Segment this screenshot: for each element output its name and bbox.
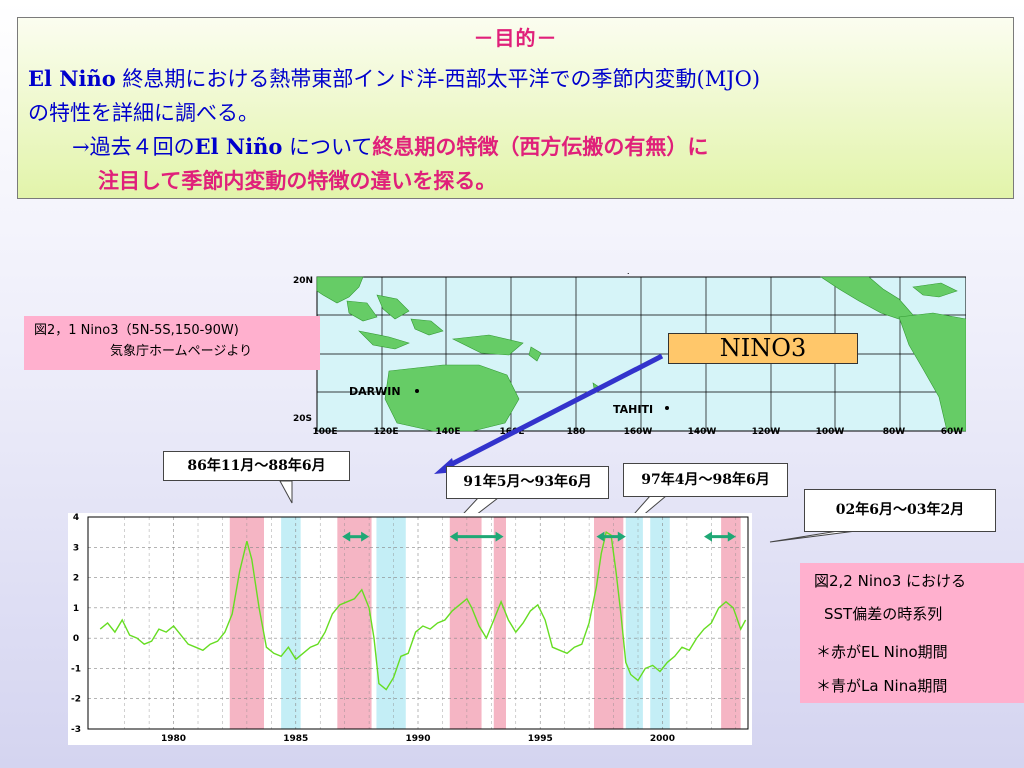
nino3-sst-anomaly-chart: -3 -2 -1 0 1 2 3 4 1980 1985 1990 1995 2000 (68, 513, 752, 745)
x-tick-label: 1990 (405, 734, 430, 744)
objective-line-3-mid: について (282, 135, 373, 159)
objective-line-2: の特性を詳細に調べる。 (28, 101, 259, 125)
map-lon-label: 120E (374, 427, 399, 436)
map-lon-labels: 100E 120E 140E 160E 180 160W 140W 120W 1… (313, 427, 964, 436)
el-nino-period-band (337, 517, 372, 729)
station-darwin-label: DARWIN (349, 385, 401, 398)
map-land (316, 276, 966, 432)
period-arrow-icon (342, 531, 370, 542)
figure-2-2-caption-line-3: ＊赤がEL Nino期間 (816, 643, 948, 661)
y-tick-label: 4 (73, 513, 79, 523)
y-tick-label: 2 (73, 574, 79, 584)
map-lon-label: 160W (624, 427, 653, 436)
objective-line-3-prefix: →過去４回の (72, 135, 195, 159)
period-arrow-head-right (617, 531, 626, 542)
map-lat-label-south: 20S (293, 414, 312, 424)
station-darwin-dot (415, 389, 419, 393)
objective-line-3-highlight: 終息期の特徴（西方伝搬の有無）に (372, 134, 709, 159)
callout-1991-period: 91年5月～93年6月 (446, 466, 609, 499)
station-tahiti-label: TAHITI (613, 403, 653, 416)
period-arrow-icon (596, 531, 626, 542)
map-lat-label-north: 20N (293, 276, 313, 286)
y-tick-label: -3 (71, 725, 81, 735)
objective-line-3: →過去４回のEl Niño について終息期の特徴（西方伝搬の有無）に (72, 131, 708, 161)
period-arrow-head-left (704, 531, 712, 542)
figure-2-1-caption-line-1: 図2，1 Nino3（5N-5S,150-90W) (34, 323, 239, 338)
x-tick-label: 2000 (650, 734, 675, 744)
period-arrow-head-right (361, 531, 370, 542)
period-arrow-head-left (342, 531, 351, 542)
callout-1986-period: 86年11月～88年6月 (163, 451, 350, 481)
la-nina-period-band (376, 517, 406, 729)
el-nino-period-band (594, 517, 624, 729)
callout-86-tail (279, 480, 293, 504)
el-nino-period-band (449, 517, 482, 729)
la-nina-period-band (650, 517, 670, 729)
callout-02-tail (769, 530, 857, 543)
station-tahiti-dot (665, 406, 669, 410)
period-arrow-head-right (727, 531, 736, 542)
la-nina-period-band (281, 517, 301, 729)
callout-2002-period: 02年6月～03年2月 (804, 489, 996, 532)
map-lon-label: 140E (436, 427, 461, 436)
el-nino-period-band (721, 517, 741, 729)
map-lon-label: 100W (816, 427, 845, 436)
objective-box: －目的－ El Niño 終息期における熱帯東部インド洋-西部太平洋での季節内変… (17, 17, 1014, 199)
map-lon-label: 140W (688, 427, 717, 436)
objective-line-4: 注目して季節内変動の特徴の違いを探る。 (98, 168, 497, 193)
figure-2-2-caption: 図2,2 Nino3 における SST偏差の時系列 ＊赤がEL Nino期間 ＊… (800, 563, 1024, 703)
period-arrow-head-right (495, 531, 504, 542)
y-tick-label: 1 (73, 604, 79, 614)
small-pointer-icon (627, 273, 629, 274)
nino3-region-map: 20N 20S 100E 120E 140E 160E 180 160W 140… (293, 273, 966, 436)
objective-title: －目的－ (473, 26, 558, 50)
y-tick-label: 0 (73, 634, 79, 644)
map-lon-label: 180 (567, 427, 586, 436)
map-lon-label: 60W (941, 427, 964, 436)
period-arrow-head-left (596, 531, 605, 542)
period-arrow-icon (704, 531, 736, 542)
y-tick-label: -2 (71, 695, 81, 705)
figure-2-2-caption-line-2: SST偏差の時系列 (824, 605, 943, 623)
figure-2-1-caption: 図2，1 Nino3（5N-5S,150-90W) 気象庁ホームページより (24, 316, 320, 370)
x-tick-label: 1995 (528, 734, 553, 744)
objective-line-1: El Niño 終息期における熱帯東部インド洋-西部太平洋での季節内変動(MJO… (28, 63, 760, 93)
period-arrow-icon (449, 531, 504, 542)
callout-1997-period: 97年4月～98年6月 (623, 463, 788, 497)
blue-pointer-arrow (446, 353, 664, 469)
sst-anomaly-series-line (99, 530, 747, 691)
map-lon-label: 100E (313, 427, 338, 436)
objective-line-3-elnino: El Niño (194, 134, 283, 159)
objective-elnino-term: El Niño (28, 66, 116, 91)
y-tick-label: 3 (73, 543, 79, 553)
period-arrow-head-left (449, 531, 458, 542)
x-tick-label: 1980 (161, 734, 186, 744)
nino3-region-label: NINO3 (668, 333, 858, 364)
x-tick-label: 1985 (283, 734, 308, 744)
el-nino-period-band (493, 517, 506, 729)
chart-frame (87, 516, 749, 730)
la-nina-period-band (625, 517, 643, 729)
map-lon-label: 80W (883, 427, 906, 436)
map-lon-label: 120W (752, 427, 781, 436)
figure-2-1-caption-line-2: 気象庁ホームページより (110, 344, 253, 359)
y-tick-label: -1 (71, 664, 81, 674)
figure-2-2-caption-line-1: 図2,2 Nino3 における (814, 572, 967, 590)
figure-2-2-caption-line-4: ＊青がLa Nina期間 (816, 677, 948, 695)
objective-line-1-text: 終息期における熱帯東部インド洋-西部太平洋での季節内変動(MJO) (115, 67, 761, 91)
